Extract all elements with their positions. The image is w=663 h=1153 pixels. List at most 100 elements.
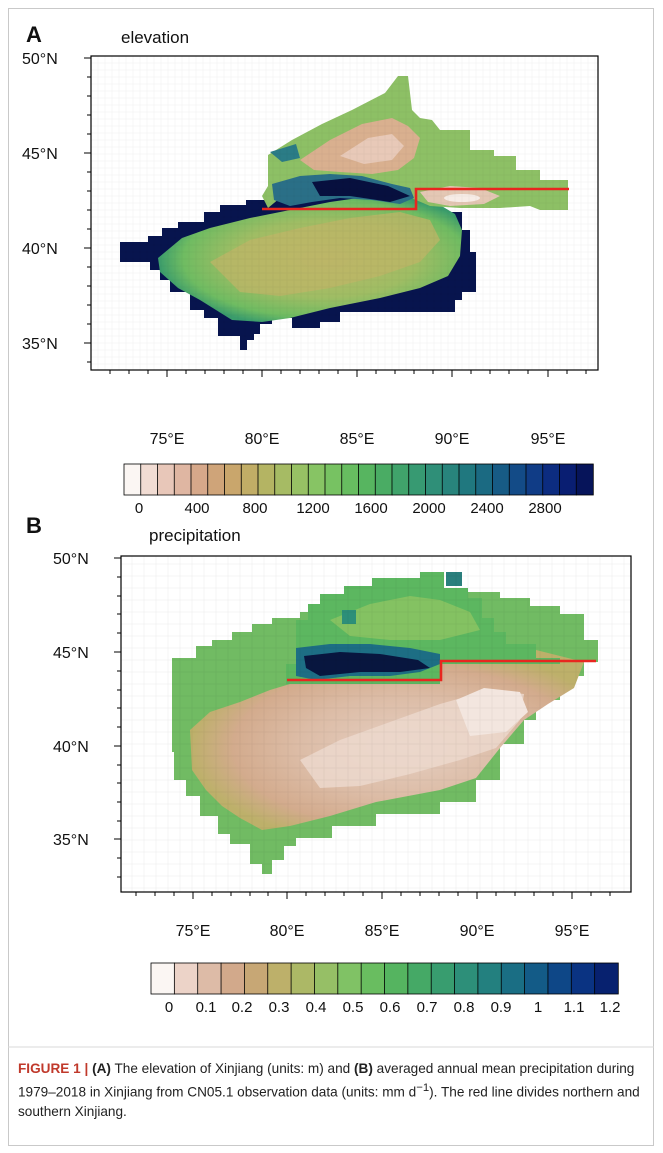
cb-a-label-2000: 2000 <box>412 500 445 517</box>
cb-b-swatch-11 <box>407 962 432 995</box>
cb-b-label-0: 0 <box>165 999 173 1016</box>
caption-rest: ). The red line divides northern and sou… <box>18 1084 640 1119</box>
panel-b-xtick-75: 75°E <box>176 923 211 940</box>
cb-b-swatch-7 <box>314 962 339 995</box>
panel-a-xtick-80: 80°E <box>245 431 280 448</box>
cb-a-swatch-2 <box>157 463 175 496</box>
panel-a-xtick-75: 75°E <box>150 431 185 448</box>
cb-a-swatch-14 <box>358 463 376 496</box>
cb-a-swatch-27 <box>575 463 594 496</box>
cb-b-label-0.3: 0.3 <box>269 999 290 1016</box>
elevation-grid-texture <box>91 56 598 370</box>
cb-b-label-0.5: 0.5 <box>343 999 364 1016</box>
panel-a-xtick-90: 90°E <box>435 431 470 448</box>
cb-b-label-1.2: 1.2 <box>600 999 621 1016</box>
panel-b-xtick-95: 95°E <box>555 923 590 940</box>
precip-grid-texture <box>121 556 631 892</box>
cb-a-swatch-0 <box>123 463 142 496</box>
panel-b-colorbar <box>150 962 619 995</box>
cb-b-label-1: 1 <box>534 999 542 1016</box>
panel-a-ytick-35: 35°N <box>22 336 58 353</box>
panel-b-xtick-90: 90°E <box>460 923 495 940</box>
caption-part-b-text: averaged annual mean precipitation durin… <box>18 1061 635 1100</box>
panel-a-ytick-40: 40°N <box>22 241 58 258</box>
panel-a-xtick-85: 85°E <box>340 431 375 448</box>
cb-b-label-0.6: 0.6 <box>380 999 401 1016</box>
panel-b-xtick-85: 85°E <box>365 923 400 940</box>
caption-superscript: −1 <box>416 1081 430 1094</box>
caption-figure-label: FIGURE 1 | <box>18 1061 93 1076</box>
cb-b-swatch-2 <box>197 962 222 995</box>
cb-a-label-2800: 2800 <box>528 500 561 517</box>
cb-b-label-0.7: 0.7 <box>417 999 438 1016</box>
cb-a-swatch-20 <box>458 463 477 496</box>
cb-b-label-0.8: 0.8 <box>454 999 475 1016</box>
caption-part-a-label: (A) <box>92 1061 111 1076</box>
panel-b-map <box>121 556 631 892</box>
figure-border <box>8 8 654 1146</box>
cb-a-label-2400: 2400 <box>470 500 503 517</box>
panel-b-x-tick-labels: 75°E 80°E 85°E 90°E 95°E <box>176 923 590 940</box>
cb-b-swatch-9 <box>360 962 386 995</box>
cb-a-swatch-5 <box>207 463 226 496</box>
panel-a-letter: A <box>26 22 42 47</box>
figure-svg: 50°N 45°N 40°N 35°N 75°E 80°E 85°E 90°E … <box>8 51 654 1048</box>
panel-a-colorbar <box>123 463 594 496</box>
cb-b-label-0.9: 0.9 <box>491 999 512 1016</box>
panel-b-ytick-40: 40°N <box>53 739 89 756</box>
panel-a-x-ticks <box>109 370 587 377</box>
panel-b-ytick-50: 50°N <box>53 551 89 568</box>
cb-b-swatch-14 <box>477 962 502 995</box>
cb-b-swatch-0 <box>150 962 176 995</box>
cb-a-swatch-17 <box>408 463 427 496</box>
cb-a-swatch-1 <box>140 463 159 496</box>
cb-b-swatch-1 <box>173 962 199 995</box>
cb-a-swatch-11 <box>307 463 326 496</box>
panel-b-y-tick-labels: 50°N 45°N 40°N 35°N <box>53 551 89 849</box>
cb-b-label-0.4: 0.4 <box>306 999 327 1016</box>
cb-b-swatch-13 <box>454 962 479 995</box>
cb-a-swatch-12 <box>324 463 343 496</box>
panel-b-letter: B <box>26 513 42 538</box>
cb-b-swatch-12 <box>430 962 456 995</box>
cb-b-swatch-8 <box>337 962 362 995</box>
cb-a-swatch-22 <box>492 463 510 496</box>
cb-a-swatch-15 <box>374 463 393 496</box>
cb-b-swatch-18 <box>570 962 596 995</box>
cb-b-swatch-19 <box>594 962 619 995</box>
cb-a-swatch-3 <box>173 463 192 496</box>
cb-b-swatch-3 <box>220 962 246 995</box>
cb-b-swatch-16 <box>524 962 549 995</box>
cb-b-swatch-4 <box>243 962 269 995</box>
panel-b-xtick-80: 80°E <box>270 923 305 940</box>
panel-a-y-tick-labels: 50°N 45°N 40°N 35°N <box>22 51 58 353</box>
cb-a-swatch-24 <box>525 463 544 496</box>
panel-b-divider-line <box>287 659 596 682</box>
cb-b-label-0.2: 0.2 <box>232 999 253 1016</box>
cb-a-swatch-9 <box>274 463 293 496</box>
cb-a-label-0: 0 <box>135 500 143 517</box>
panel-a-colorbar-labels: 0 400 800 1200 1600 2000 2400 2800 <box>135 500 562 517</box>
panel-a-ytick-50: 50°N <box>22 51 58 68</box>
caption-part-b-label: (B) <box>354 1061 373 1076</box>
cb-b-label-0.1: 0.1 <box>196 999 217 1016</box>
cb-a-swatch-26 <box>559 463 577 496</box>
cb-b-swatch-6 <box>290 962 316 995</box>
panel-b-x-ticks <box>135 892 611 899</box>
cb-a-swatch-19 <box>441 463 460 496</box>
panel-a-ytick-45: 45°N <box>22 146 58 163</box>
cb-a-swatch-8 <box>257 463 276 496</box>
panel-a-divider-line <box>262 187 569 211</box>
panel-a-x-tick-labels: 75°E 80°E 85°E 90°E 95°E <box>150 431 566 448</box>
panel-b-frame <box>120 555 632 893</box>
cb-a-swatch-23 <box>508 463 527 496</box>
cb-a-swatch-6 <box>224 463 242 496</box>
panel-a-frame <box>90 55 599 371</box>
cb-a-swatch-25 <box>542 463 561 496</box>
panel-b-ytick-45: 45°N <box>53 645 89 662</box>
cb-a-swatch-16 <box>391 463 410 496</box>
cb-a-label-400: 400 <box>184 500 209 517</box>
panel-a-title: elevation <box>121 28 190 47</box>
cb-a-swatch-4 <box>190 463 209 496</box>
cb-b-swatch-10 <box>384 962 409 995</box>
